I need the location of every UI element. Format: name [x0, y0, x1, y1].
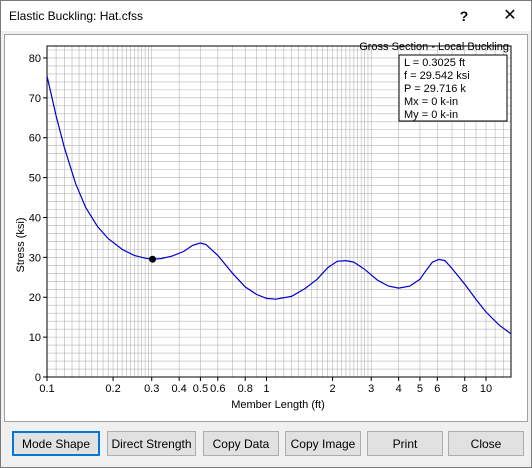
info-my: My = 0 k-in — [404, 109, 458, 121]
x-tick-label: 0.3 — [144, 383, 159, 395]
x-tick-label: 0.1 — [39, 383, 54, 395]
mode-shape-button[interactable]: Mode Shape — [12, 431, 100, 456]
chart-subtitle: Gross Section - Local Buckling — [359, 41, 509, 53]
x-tick-label: 4 — [396, 383, 402, 395]
info-mx: Mx = 0 k-in — [404, 96, 458, 108]
x-tick-label: 2 — [330, 383, 336, 395]
y-axis-label: Stress (ksi) — [15, 218, 27, 273]
x-tick-label: 0.4 — [172, 383, 187, 395]
x-tick-label: 5 — [417, 383, 423, 395]
x-tick-label: 3 — [368, 383, 374, 395]
window-title: Elastic Buckling: Hat.cfss — [9, 9, 144, 23]
x-tick-label: 8 — [462, 383, 468, 395]
x-tick-label: 1 — [263, 383, 269, 395]
copy-data-button[interactable]: Copy Data — [203, 431, 279, 456]
x-tick-label: 10 — [480, 383, 492, 395]
x-tick-label: 0.5 — [193, 383, 208, 395]
x-axis-label: Member Length (ft) — [231, 399, 325, 411]
y-tick-label: 20 — [29, 292, 41, 304]
x-tick-label: 0.6 — [210, 383, 225, 395]
x-tick-label: 6 — [434, 383, 440, 395]
close-button[interactable]: Close — [448, 431, 524, 456]
print-button[interactable]: Print — [367, 431, 443, 456]
buckling-curve — [46, 75, 512, 335]
y-tick-label: 80 — [29, 53, 41, 65]
y-tick-label: 50 — [29, 173, 41, 185]
close-window-icon[interactable]: ✕ — [503, 7, 517, 24]
info-box: L = 0.3025 ft f = 29.542 ksi P = 29.716 … — [398, 54, 508, 122]
info-load: P = 29.716 k — [404, 83, 466, 95]
y-tick-label: 30 — [29, 252, 41, 264]
x-tick-label: 0.2 — [105, 383, 120, 395]
buckling-chart-svg: 0 10 20 30 40 50 60 70 80 0.1 0.2 0.3 0.4 0.5 0.6 0.8 1 2… — [15, 41, 512, 411]
y-tick-label: 0 — [35, 372, 41, 384]
x-tick-label: 0.8 — [238, 383, 253, 395]
copy-image-button[interactable]: Copy Image — [285, 431, 361, 456]
button-row: Mode Shape Direct Strength Copy Data Cop… — [1, 431, 531, 461]
selected-point-marker[interactable] — [149, 255, 157, 263]
y-tick-label: 10 — [29, 332, 41, 344]
direct-strength-button[interactable]: Direct Strength — [107, 431, 196, 456]
y-tick-label: 40 — [29, 212, 41, 224]
buckling-plot: 0 10 20 30 40 50 60 70 80 0.1 0.2 0.3 0.4 0.5 0.6 0.8 1 2… — [4, 34, 528, 422]
help-button[interactable]: ? — [459, 8, 469, 24]
info-length: L = 0.3025 ft — [404, 57, 465, 69]
title-bar[interactable]: Elastic Buckling: Hat.cfss ? ✕ — [1, 1, 531, 31]
plot-frame — [46, 45, 512, 378]
y-tick-label: 60 — [29, 133, 41, 145]
info-stress: f = 29.542 ksi — [404, 70, 470, 82]
y-tick-label: 70 — [29, 93, 41, 105]
